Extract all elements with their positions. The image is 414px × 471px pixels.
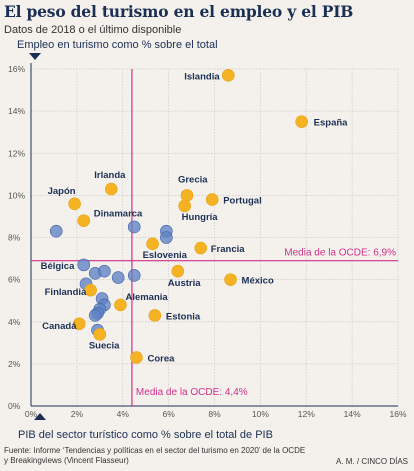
x-tick-label: 14% — [344, 409, 361, 419]
data-point-other — [127, 220, 141, 234]
data-point-grecia — [180, 189, 194, 202]
source-line-1: Fuente: Informe ‘Tendencias y políticas … — [4, 446, 306, 455]
point-label: México — [242, 276, 274, 287]
x-tick-label: 4% — [117, 409, 130, 419]
data-point-other — [88, 309, 102, 322]
data-point-austria — [171, 264, 185, 278]
source-note: Fuente: Informe ‘Tendencias y políticas … — [4, 446, 305, 466]
page-subtitle: Datos de 2018 o el último disponible — [4, 24, 182, 36]
point-label: Austria — [168, 278, 201, 289]
data-point-hungría — [178, 199, 191, 213]
x-axis-arrow-icon — [34, 413, 46, 420]
y-tick-label: 8% — [8, 233, 21, 243]
y-tick-label-origin: 0% — [8, 401, 21, 411]
point-label: Grecia — [178, 174, 208, 185]
point-label: Alemania — [125, 292, 168, 303]
y-tick-label: 16% — [8, 64, 25, 74]
point-label: Irlanda — [94, 170, 126, 181]
mean-line-vertical-label: Media de la OCDE: 4,4% — [136, 387, 248, 398]
x-tick-label: 10% — [252, 409, 269, 419]
y-tick-label: 6% — [8, 275, 21, 285]
point-label: Suecia — [89, 340, 120, 351]
point-label: Bélgica — [41, 261, 76, 272]
data-point-canadá — [72, 317, 86, 331]
page-title: El peso del turismo en el empleo y el PI… — [4, 2, 354, 21]
data-point-finlandia — [84, 283, 97, 297]
data-point-corea — [130, 351, 143, 364]
y-tick-label: 4% — [8, 317, 21, 327]
data-point-other — [77, 258, 91, 272]
data-point-dinamarca — [77, 214, 91, 227]
x-tick-label: 12% — [298, 409, 315, 419]
credit: A. M. / CINCO DÍAS — [335, 457, 408, 466]
data-point-españa — [295, 115, 308, 128]
data-point-méxico — [224, 273, 237, 286]
y-tick-label: 14% — [8, 106, 25, 116]
point-label: Eslovenia — [143, 250, 188, 261]
point-label: Corea — [148, 354, 176, 365]
data-point-alemania — [114, 298, 127, 312]
y-axis-label: Empleo en turismo como % sobre el total — [17, 39, 218, 51]
y-tick-label: 10% — [8, 190, 25, 200]
point-label: Dinamarca — [94, 209, 143, 220]
x-axis-label: PIB del sector turístico como % sobre el… — [18, 429, 273, 441]
point-label: Japón — [48, 186, 76, 197]
source-line-2: y Breakingviews (Vincent Flasseur) — [4, 456, 129, 465]
point-label: España — [314, 118, 349, 129]
x-tick-label: 8% — [208, 409, 221, 419]
point-label: Canadá — [42, 321, 77, 332]
data-point-other — [111, 271, 125, 284]
data-point-islandia — [221, 69, 235, 82]
x-tick-label: 6% — [162, 409, 175, 419]
point-label: Estonia — [166, 311, 201, 322]
y-tick-label: 2% — [8, 359, 21, 369]
data-point-other — [49, 224, 63, 238]
point-label: Islandia — [184, 71, 220, 82]
mean-line-horizontal-label: Media de la OCDE: 6,9% — [284, 248, 396, 259]
y-axis-arrow-icon — [29, 53, 41, 60]
point-label: Portugal — [223, 196, 262, 207]
data-point-portugal — [205, 193, 219, 206]
x-tick-label: 16% — [389, 409, 406, 419]
data-point-eslovenia — [146, 237, 159, 251]
point-label: Finlandia — [45, 287, 87, 298]
y-tick-label: 12% — [8, 148, 25, 158]
point-label: Francia — [211, 244, 246, 255]
data-point-other — [127, 269, 141, 282]
data-point-francia — [194, 241, 208, 255]
data-point-suecia — [93, 328, 107, 341]
data-point-irlanda — [104, 182, 118, 196]
data-point-other — [98, 264, 111, 278]
data-point-other — [160, 231, 173, 244]
data-point-japón — [68, 197, 81, 211]
x-tick-label: 0% — [25, 409, 38, 419]
point-label: Hungría — [182, 212, 219, 223]
data-point-estonia — [148, 309, 162, 322]
x-tick-label: 2% — [71, 409, 84, 419]
